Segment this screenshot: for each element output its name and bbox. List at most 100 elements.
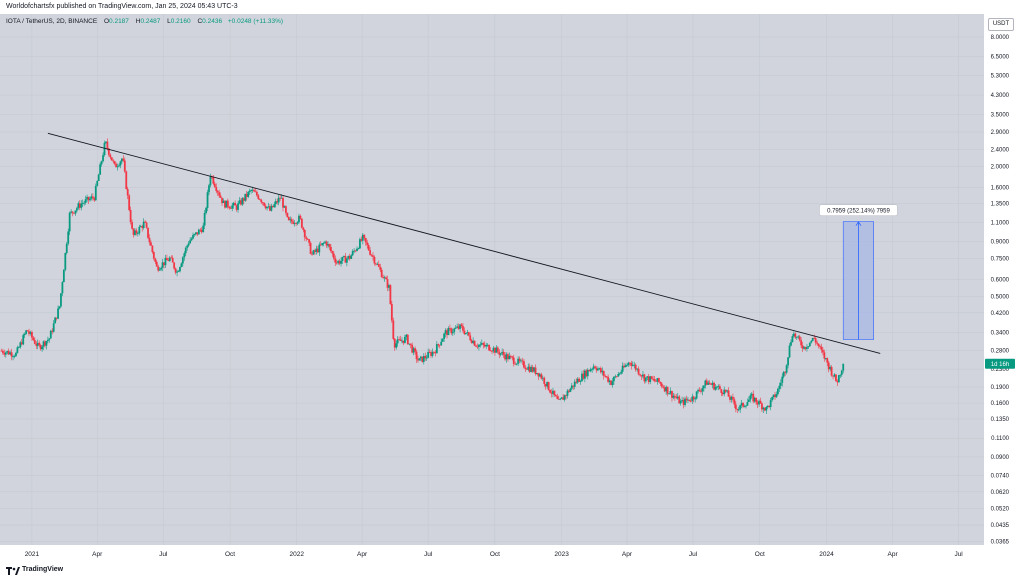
candle-body <box>263 202 266 206</box>
candle-body <box>441 338 444 342</box>
candle-body <box>634 364 637 370</box>
price-tick-label: 0.5000 <box>991 294 1010 300</box>
candle-body <box>293 223 296 224</box>
candle-body <box>36 342 39 346</box>
candle-body <box>826 358 829 363</box>
candle-body <box>226 200 229 207</box>
candle-body <box>550 392 553 394</box>
candle-body <box>33 340 36 344</box>
candle-body <box>792 333 795 337</box>
candle-body <box>681 400 684 401</box>
candle-body <box>795 336 798 338</box>
candle-body <box>599 368 602 373</box>
candle-body <box>798 336 801 341</box>
price-axis[interactable] <box>984 14 1024 545</box>
candle-body <box>16 347 19 353</box>
candle-body <box>546 381 549 387</box>
candle-body <box>369 250 371 255</box>
candle-body <box>737 409 740 411</box>
candle-body <box>644 377 647 382</box>
candle-body <box>399 339 402 342</box>
time-tick-label: 2023 <box>554 551 569 558</box>
candle-body <box>107 148 110 155</box>
candle-body <box>732 396 734 400</box>
candle-body <box>808 342 811 347</box>
candle-body <box>479 344 482 346</box>
price-tick-label: 0.9000 <box>991 239 1010 245</box>
candle-body <box>251 189 254 191</box>
close-value: 0.2436 <box>202 18 223 25</box>
candle-body <box>38 342 41 345</box>
candle-body <box>743 406 746 407</box>
candle-body <box>533 367 535 372</box>
currency-button[interactable]: USDT <box>988 18 1014 31</box>
candle-body <box>469 335 472 341</box>
candle-body <box>747 399 750 402</box>
candle-body <box>624 365 627 368</box>
candle-body <box>269 206 271 211</box>
candle-body <box>126 189 129 196</box>
candle-body <box>427 351 430 358</box>
candle-body <box>176 271 178 273</box>
candle-body <box>829 367 832 370</box>
candle-body <box>319 244 322 246</box>
candle-body <box>89 198 91 201</box>
candle-body <box>415 351 418 360</box>
candle-body <box>2 350 4 354</box>
candle-body <box>150 242 152 246</box>
candle-body <box>560 397 563 399</box>
candle-body <box>721 392 724 395</box>
candle-body <box>13 356 16 357</box>
candle-body <box>422 355 425 362</box>
candle-body <box>373 256 376 264</box>
candle-body <box>476 346 479 348</box>
candle-body <box>15 352 17 357</box>
candle-body <box>152 252 155 259</box>
low-label: L <box>167 18 171 25</box>
candle-body <box>132 228 135 235</box>
candle-body <box>411 344 414 353</box>
candle-body <box>103 142 106 156</box>
candle-body <box>71 211 74 213</box>
candle-body <box>331 251 334 254</box>
candle-body <box>626 364 628 366</box>
price-tick-label: 0.7500 <box>991 257 1010 263</box>
candle-body <box>80 203 83 208</box>
candle-body <box>231 205 234 209</box>
candle-body <box>344 256 347 263</box>
candle-body <box>173 262 176 269</box>
candle-body <box>716 386 718 388</box>
candle-body <box>390 304 393 321</box>
price-tick-label: 0.6000 <box>991 277 1010 283</box>
candle-body <box>356 248 358 251</box>
candle-body <box>94 185 97 201</box>
candle-body <box>354 250 357 252</box>
candle-body <box>492 347 495 352</box>
price-range-measure[interactable]: 0.7959 (252.14%) 7959 <box>819 204 898 340</box>
candle-body <box>820 346 823 350</box>
candle-body <box>129 210 132 223</box>
candle-body <box>253 189 255 192</box>
candle-body <box>261 202 264 203</box>
candle-body <box>46 339 49 342</box>
candle-body <box>357 248 360 250</box>
candle-body <box>300 218 303 228</box>
trendline-drawing[interactable] <box>47 132 881 354</box>
high-value: 0.2487 <box>140 18 161 25</box>
candle-body <box>203 213 206 226</box>
time-tick-label: Apr <box>357 551 368 558</box>
candle-body <box>470 340 473 344</box>
time-axis[interactable] <box>0 545 984 562</box>
candle-body <box>157 266 160 271</box>
price-chart[interactable]: 0.7959 (252.14%) 7959 8.0000 6.5000 5.3000… <box>0 0 1024 562</box>
candle-body <box>26 330 29 332</box>
candle-body <box>668 393 670 395</box>
candle-body <box>440 341 443 346</box>
candle-body <box>502 351 505 355</box>
candle-body <box>806 347 808 349</box>
candle-body <box>183 253 186 258</box>
candle-body <box>286 212 289 218</box>
candle-body <box>839 374 842 376</box>
candle-body <box>521 360 524 362</box>
candle-body <box>163 262 165 266</box>
